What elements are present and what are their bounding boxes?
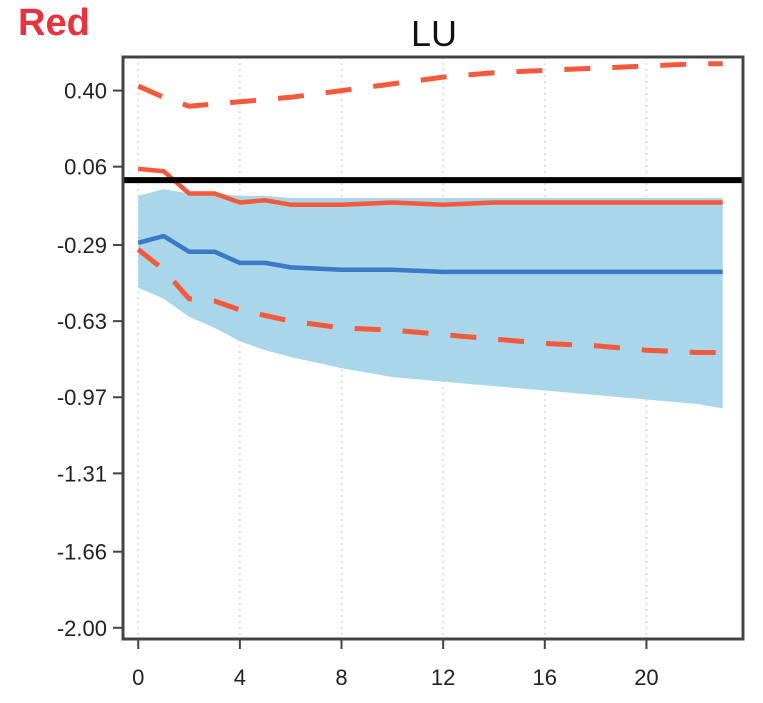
chart-title: LU	[411, 13, 457, 54]
x-tick-label: 4	[234, 665, 246, 690]
grid-layer	[137, 57, 648, 639]
series-line-red-upper-dashed	[137, 61, 723, 109]
x-axis: 0 4 8 12 16 20	[132, 639, 659, 690]
y-tick-label: -1.66	[57, 540, 107, 565]
x-tick-label: 12	[431, 665, 455, 690]
series-layer	[136, 61, 723, 355]
plot-frame	[121, 55, 745, 641]
band-layer	[138, 189, 723, 409]
x-tick-label: 16	[533, 665, 557, 690]
y-tick-label: -2.00	[57, 616, 107, 641]
band-area	[138, 189, 723, 409]
series-line-red-upper-solid	[137, 166, 723, 207]
y-tick-label: -1.31	[57, 461, 107, 486]
y-tick-label: 0.06	[64, 155, 107, 180]
series-line-blue-median	[137, 233, 723, 275]
corner-label: Red	[18, 2, 90, 44]
x-tick-label: 20	[634, 665, 658, 690]
y-tick-label: -0.97	[57, 385, 107, 410]
y-tick-label: 0.40	[64, 79, 107, 104]
y-axis: 0.40 0.06 -0.29 -0.63 -0.97 -1.31 -1.66 -2.00	[57, 79, 123, 641]
x-tick-label: 8	[335, 665, 347, 690]
y-tick-label: -0.29	[57, 233, 107, 258]
x-tick-label: 0	[132, 665, 144, 690]
y-tick-label: -0.63	[57, 309, 107, 334]
